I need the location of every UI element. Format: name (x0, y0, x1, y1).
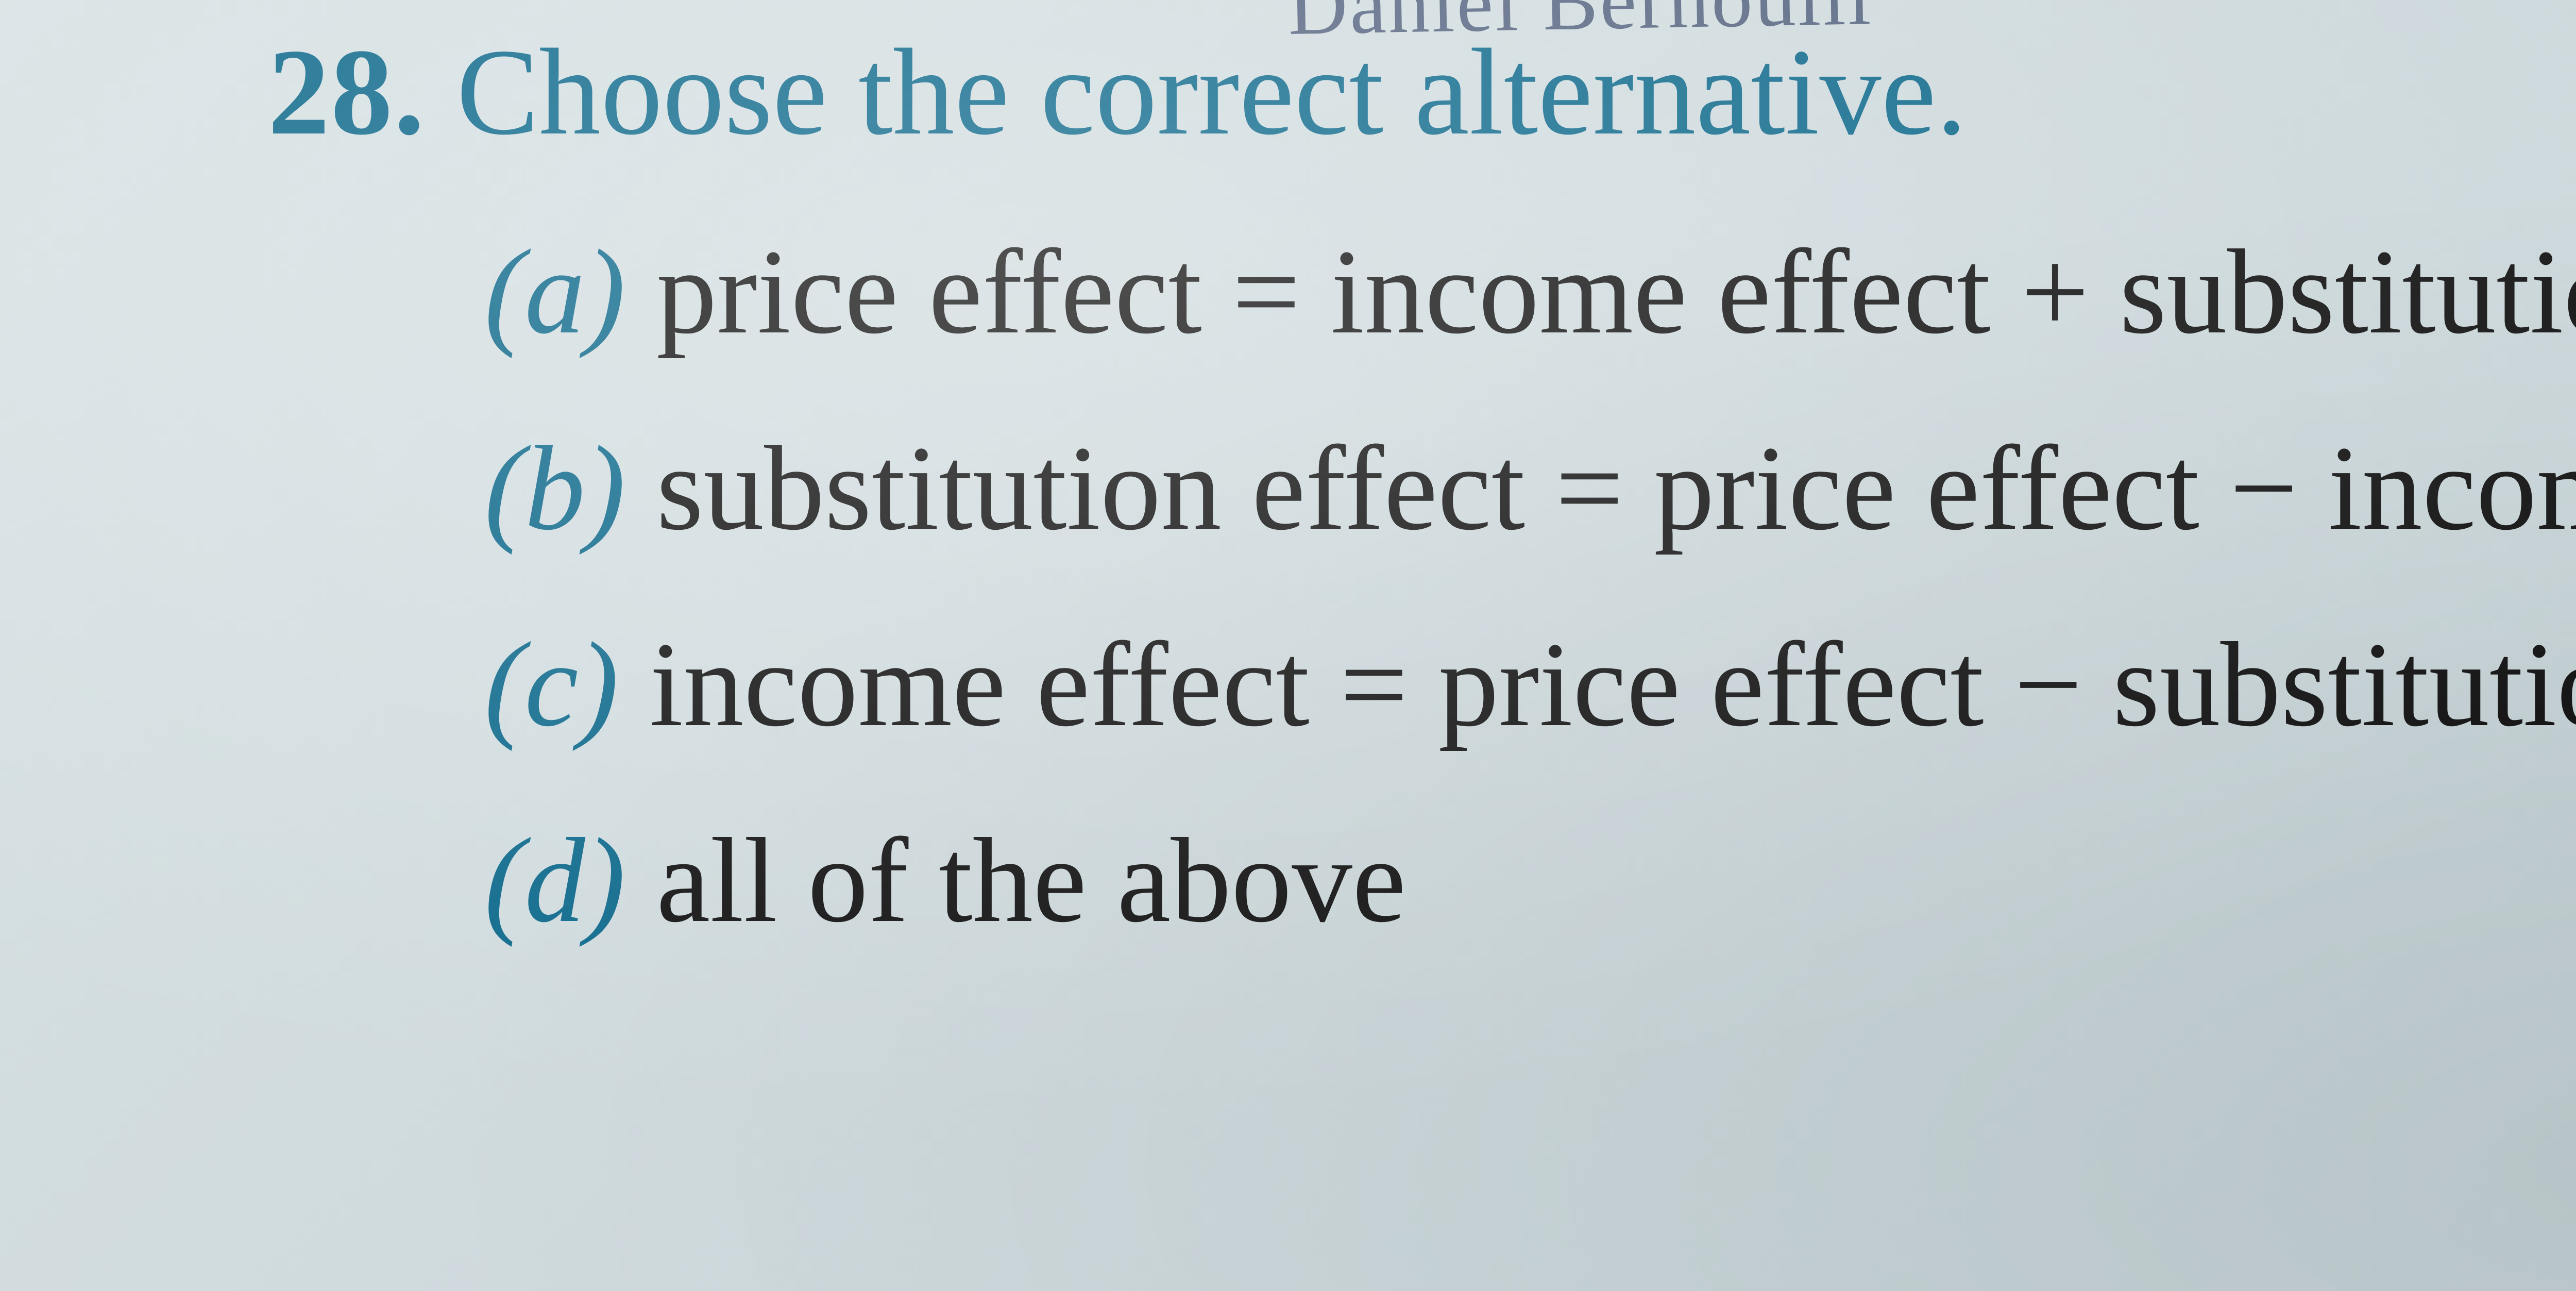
option-c: (c) income effect = price effect − subst… (484, 597, 2576, 773)
option-label: (a) (484, 204, 625, 380)
option-text: income effect = price effect − substitut… (650, 597, 2576, 773)
option-label: (b) (484, 400, 625, 576)
option-label: (d) (484, 793, 625, 968)
option-text: substitution effect = price effect − inc… (656, 400, 2576, 576)
option-label: (c) (484, 597, 619, 773)
options-list: (a) price effect = income effect + subst… (268, 204, 2576, 968)
textbook-page: Daniel Bernoulli 28. Choose the correct … (0, 0, 2576, 1291)
option-text: all of the above (656, 793, 2576, 968)
option-d: (d) all of the above (484, 793, 2576, 968)
option-a: (a) price effect = income effect + subst… (484, 204, 2576, 380)
question-number: 28. (268, 21, 426, 163)
option-b: (b) substitution effect = price effect −… (484, 400, 2576, 576)
option-text: price effect = income effect + substitut… (656, 204, 2576, 380)
